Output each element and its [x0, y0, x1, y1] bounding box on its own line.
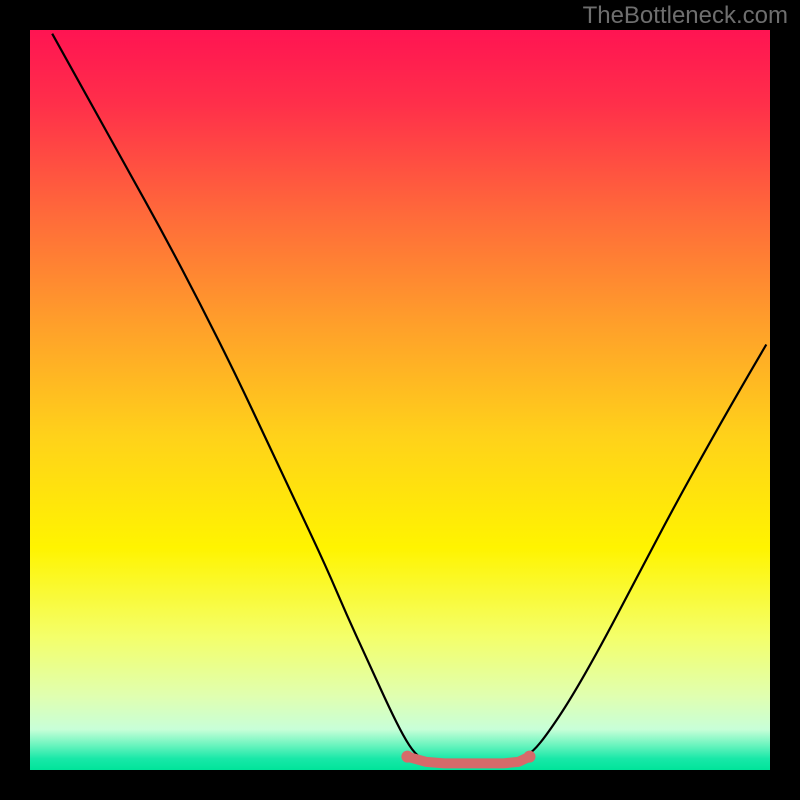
watermark-text: TheBottleneck.com: [583, 2, 788, 30]
plot-background: [30, 30, 770, 770]
marker-dot: [401, 751, 413, 763]
bottleneck-chart: [0, 0, 800, 800]
marker-dot: [524, 751, 536, 763]
